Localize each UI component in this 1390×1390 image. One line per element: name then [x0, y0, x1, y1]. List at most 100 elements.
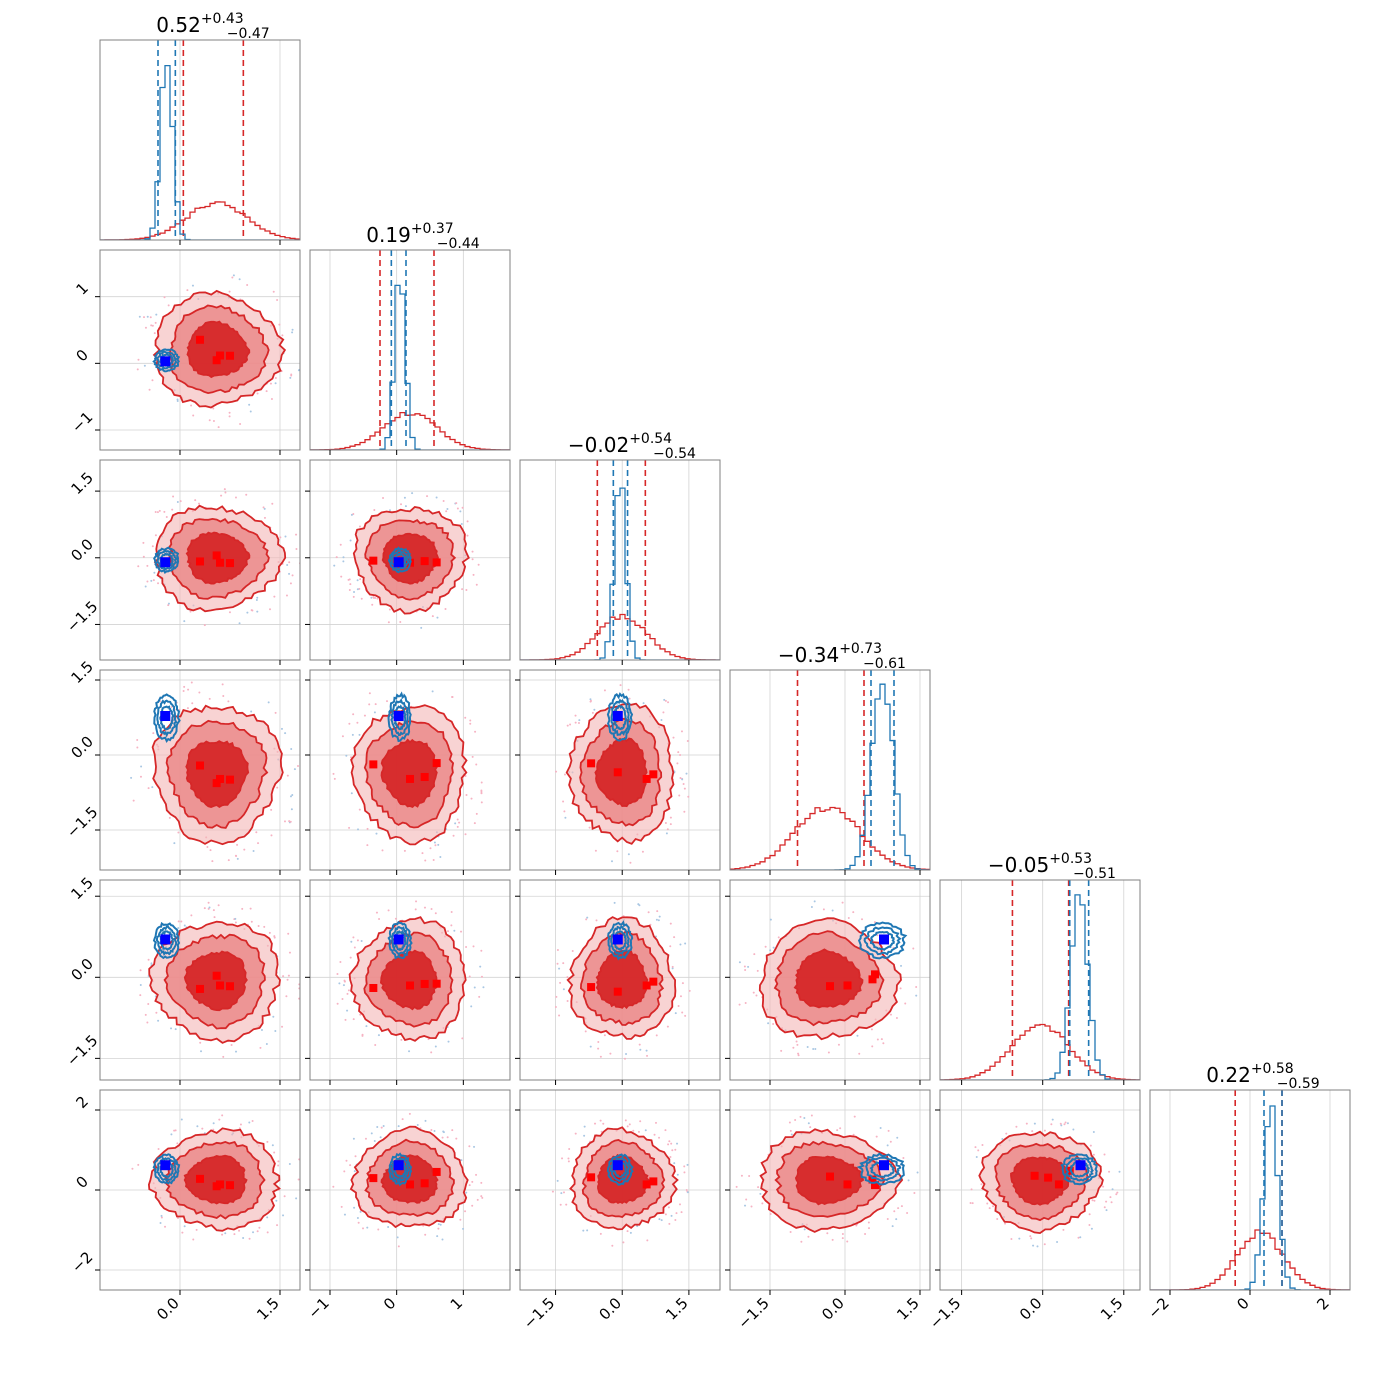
truth-marker [612, 711, 623, 721]
sample-dot [685, 1188, 688, 1191]
sample-dot [686, 1191, 689, 1194]
sample-dot [277, 1160, 280, 1163]
sample-dot [975, 1156, 978, 1159]
sample-dot [594, 849, 597, 852]
blue-contour-1 [607, 920, 634, 961]
red-marker [369, 1174, 378, 1183]
sample-dot [460, 523, 463, 526]
sample-dot [683, 1165, 686, 1168]
sample-dot [462, 1227, 465, 1230]
sample-dot [480, 790, 483, 793]
red-marker [871, 970, 879, 979]
sample-dot [455, 1137, 458, 1140]
sample-dot [347, 989, 350, 992]
sample-dot [680, 730, 683, 733]
sample-dot [469, 719, 472, 722]
sample-dot [841, 901, 844, 904]
sample-dot [150, 324, 153, 327]
sample-dot [583, 1125, 586, 1128]
sample-dot [1043, 1129, 1046, 1132]
sample-dot [228, 411, 231, 414]
sample-dot [352, 936, 355, 939]
sample-dot [346, 1009, 349, 1012]
sample-dot [181, 1231, 184, 1234]
sample-dot [683, 1171, 686, 1174]
x-tick-label: 0 [1233, 1294, 1252, 1313]
sample-dot [876, 1038, 879, 1041]
sample-dot [146, 315, 149, 318]
sample-dot [623, 1057, 626, 1060]
sample-dot [164, 1225, 167, 1228]
sample-dot [353, 1206, 356, 1209]
sample-dot [461, 506, 464, 509]
sample-dot [441, 1136, 444, 1139]
sample-dot [163, 510, 166, 513]
sample-dot [147, 787, 150, 790]
sample-dot [800, 1240, 803, 1243]
x-tick-label: 1.5 [1097, 1294, 1127, 1324]
sample-dot [366, 844, 369, 847]
sample-dot [377, 1034, 380, 1037]
sample-dot [183, 1225, 186, 1228]
sample-dot [986, 1202, 989, 1205]
sample-dot [616, 850, 619, 853]
sample-dot [191, 702, 194, 705]
sample-dot [212, 407, 215, 410]
sample-dot [629, 1231, 632, 1234]
sample-dot [559, 1203, 562, 1206]
sample-dot [154, 511, 157, 514]
y-tick-label: −1.5 [63, 1031, 101, 1069]
sample-dot [347, 578, 350, 581]
sample-dot [647, 911, 650, 914]
sample-dot [270, 834, 273, 837]
sample-dot [400, 1038, 403, 1041]
sample-dot [475, 812, 478, 815]
sample-dot [212, 420, 215, 423]
sample-dot [564, 816, 567, 819]
sample-dot [142, 555, 145, 558]
sample-dot [1025, 1122, 1028, 1125]
panel-0-0: 0.52+0.43−0.47 [99, 11, 301, 245]
red-marker [868, 1175, 877, 1184]
sample-dot [1111, 1188, 1114, 1191]
x-tick-label: 0 [380, 1294, 399, 1313]
sample-dot [1088, 1223, 1091, 1226]
panel-2-1 [305, 459, 511, 665]
red-marker [649, 770, 658, 779]
sample-dot [641, 850, 644, 853]
sample-dot [597, 1047, 600, 1050]
sample-dot [1092, 1153, 1095, 1156]
sample-dot [387, 621, 390, 624]
sample-dot [248, 1237, 251, 1240]
sample-dot [667, 1206, 670, 1209]
sample-dot [789, 1129, 792, 1132]
sample-dot [831, 909, 834, 912]
red-marker [420, 557, 429, 566]
sample-dot [246, 283, 249, 286]
sample-dot [585, 918, 588, 921]
sample-dot [562, 1191, 565, 1194]
sample-dot [455, 502, 458, 505]
sample-dot [379, 1136, 382, 1139]
sample-dot [807, 1235, 810, 1238]
sample-dot [149, 316, 152, 319]
sample-dot [368, 692, 371, 695]
sample-dot [745, 1198, 748, 1201]
panel-frame [99, 39, 301, 241]
sample-dot [136, 368, 139, 371]
sample-dot [211, 860, 214, 863]
sample-dot [378, 918, 381, 921]
sample-dot [678, 1203, 681, 1206]
sample-dot [895, 1017, 898, 1020]
blue-contour-2 [865, 1156, 902, 1182]
title-minus: −0.54 [653, 446, 696, 462]
panel-content [310, 460, 510, 660]
sample-dot [212, 1122, 215, 1125]
sample-dot [482, 986, 485, 989]
sample-dot [221, 1114, 224, 1117]
sample-dot [340, 1205, 343, 1208]
sample-dot [356, 721, 359, 724]
sample-dot [812, 1047, 815, 1050]
sample-dot [241, 907, 244, 910]
sample-dot [889, 1140, 892, 1143]
